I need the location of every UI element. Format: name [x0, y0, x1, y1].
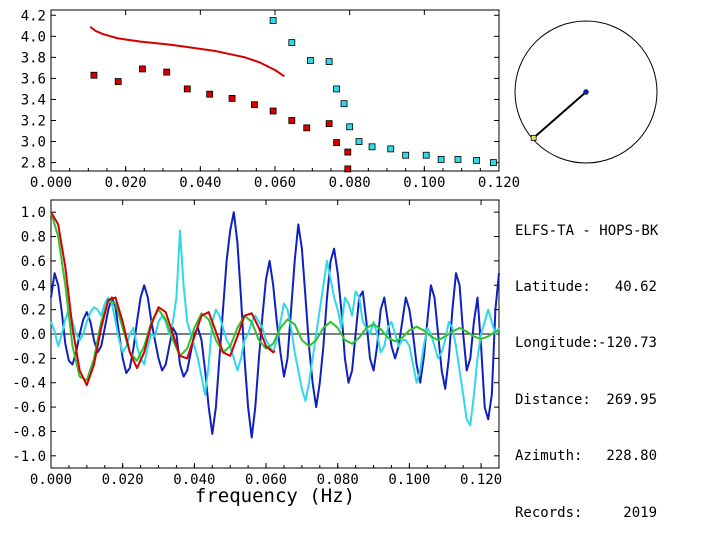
figure: 0.000 0.020 0.040 0.060 0.080 0.100 0.120 2.8 3.… [12, 8, 658, 507]
x-tick-label: 0.040 [179, 175, 221, 191]
info-label: Azimuth: [515, 448, 583, 465]
y-tick-label: -1.0 [12, 449, 46, 465]
data-point [183, 85, 191, 93]
data-point [402, 151, 410, 159]
y-tick-label: 0.8 [21, 230, 46, 246]
info-label: Distance: [515, 391, 591, 408]
data-point [355, 138, 363, 145]
y-tick-label: 0.6 [21, 254, 46, 270]
data-point [489, 159, 497, 166]
series-line [50, 229, 500, 427]
x-tick-label: 0.060 [245, 472, 287, 488]
info-value: 269.95 [606, 391, 657, 408]
y-tick-label: 3.2 [21, 113, 46, 129]
y-tick-label: 4.2 [21, 8, 46, 24]
info-label: Longitude: [515, 335, 600, 352]
x-tick-label: 0.060 [254, 175, 296, 191]
y-tick-label: 3.6 [21, 71, 46, 87]
data-point [325, 120, 333, 128]
x-tick-label: 0.000 [30, 472, 72, 488]
y-tick-label: -0.8 [12, 424, 46, 440]
source-marker [530, 134, 537, 141]
station-center-dot [583, 89, 589, 95]
data-point [437, 156, 445, 163]
info-row-records: Records: 2019 [515, 504, 658, 523]
series-line [50, 211, 500, 439]
station-info-panel: ELFS-TA - HOPS-BK Latitude: 40.62 Longitu… [515, 184, 658, 541]
x-tick-label: 0.100 [403, 175, 445, 191]
x-tick-label: 0.120 [478, 175, 520, 191]
data-point [422, 151, 430, 159]
x-tick-label: 0.020 [102, 472, 144, 488]
data-point [228, 94, 236, 102]
data-point [114, 78, 122, 85]
info-label: Records: [515, 504, 583, 521]
x-tick-label: 0.080 [317, 472, 359, 488]
info-row-distance: Distance: 269.95 [515, 391, 658, 410]
series-line [89, 26, 285, 78]
info-row-latitude: Latitude: 40.62 [515, 278, 658, 297]
data-point [325, 58, 333, 65]
data-point [269, 17, 277, 24]
data-point [139, 65, 146, 73]
x-tick-label: 0.040 [173, 472, 215, 488]
azimuth-line [532, 91, 587, 139]
y-tick-label: 3.4 [21, 92, 46, 108]
y-tick-label: 0.0 [21, 327, 46, 343]
data-point [303, 124, 311, 132]
y-tick-label: -0.6 [12, 400, 46, 416]
y-tick-label: 0.2 [21, 303, 46, 319]
data-point [288, 117, 296, 124]
x-tick-label: 0.000 [30, 175, 72, 191]
y-tick-label: 2.8 [21, 156, 46, 172]
data-point [206, 90, 214, 98]
azimuth-indicator [514, 20, 658, 164]
data-point [454, 156, 462, 163]
data-point [387, 145, 395, 153]
top-plot-frame [50, 9, 500, 172]
data-point [251, 101, 258, 109]
x-tick-label: 0.080 [329, 175, 371, 191]
data-point [269, 107, 277, 115]
data-point [307, 57, 314, 64]
y-tick-label: -0.2 [12, 351, 46, 367]
x-axis-label: frequency (Hz) [195, 485, 355, 507]
y-tick-label: 4.0 [21, 29, 46, 45]
series-line [50, 211, 276, 387]
x-tick-label: 0.100 [388, 472, 430, 488]
info-value: -120.73 [597, 335, 657, 352]
info-value: 40.62 [614, 278, 657, 295]
info-value: 228.80 [606, 448, 657, 465]
station-pair-title: ELFS-TA - HOPS-BK [515, 222, 659, 239]
y-tick-label: 3.8 [21, 50, 46, 66]
info-row-azimuth: Azimuth: 228.80 [515, 447, 658, 466]
data-point [288, 39, 296, 47]
info-label: Latitude: [515, 278, 591, 295]
data-point [346, 123, 354, 131]
data-point [90, 71, 98, 79]
y-tick-label: 1.0 [21, 205, 46, 221]
data-point [344, 165, 352, 173]
data-point [333, 139, 341, 146]
x-tick-label: 0.020 [105, 175, 147, 191]
dispersion-plot: 0.000 0.020 0.040 0.060 0.080 0.100 0.120 2.8 3.… [21, 8, 520, 191]
y-tick-label: -0.4 [12, 376, 46, 392]
waveform-plot: 0.000 0.020 0.040 0.060 0.080 0.100 0.120 1.0 0.… [12, 199, 502, 507]
data-point [163, 68, 171, 76]
y-tick-label: 3.0 [21, 135, 46, 151]
info-value: 2019 [623, 504, 657, 521]
data-point [473, 157, 481, 164]
data-point [368, 143, 376, 151]
y-tick-label: 0.4 [21, 278, 46, 294]
info-row-longitude: Longitude: -120.73 [515, 334, 658, 353]
data-point [333, 85, 341, 93]
data-point [340, 100, 348, 108]
azimuth-circle [514, 20, 658, 164]
x-tick-label: 0.120 [460, 472, 502, 488]
data-point [344, 148, 352, 156]
